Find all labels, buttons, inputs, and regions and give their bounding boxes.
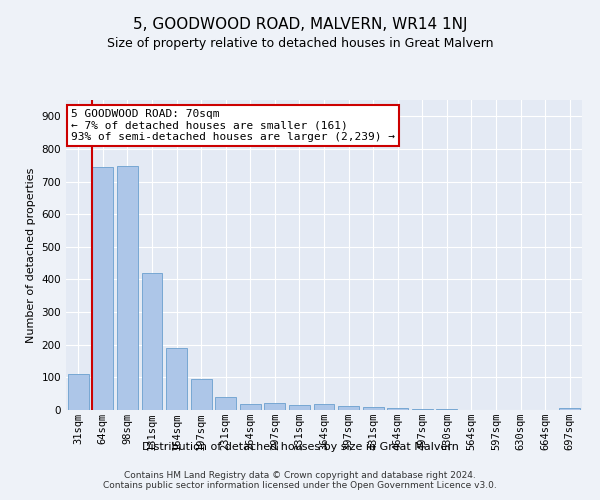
- Bar: [559, 408, 580, 410]
- Bar: [314, 404, 334, 410]
- Bar: [215, 397, 236, 410]
- Bar: [92, 167, 113, 410]
- Bar: [240, 404, 261, 410]
- Text: 5 GOODWOOD ROAD: 70sqm
← 7% of detached houses are smaller (161)
93% of semi-det: 5 GOODWOOD ROAD: 70sqm ← 7% of detached …: [71, 110, 395, 142]
- Bar: [117, 166, 138, 410]
- Bar: [68, 374, 89, 410]
- Y-axis label: Number of detached properties: Number of detached properties: [26, 168, 36, 342]
- Bar: [289, 405, 310, 410]
- Bar: [338, 406, 359, 410]
- Bar: [362, 408, 383, 410]
- Bar: [412, 409, 433, 410]
- Bar: [265, 404, 286, 410]
- Bar: [142, 273, 163, 410]
- Text: 5, GOODWOOD ROAD, MALVERN, WR14 1NJ: 5, GOODWOOD ROAD, MALVERN, WR14 1NJ: [133, 18, 467, 32]
- Text: Size of property relative to detached houses in Great Malvern: Size of property relative to detached ho…: [107, 38, 493, 51]
- Bar: [191, 379, 212, 410]
- Text: Contains HM Land Registry data © Crown copyright and database right 2024.
Contai: Contains HM Land Registry data © Crown c…: [103, 470, 497, 490]
- Bar: [166, 348, 187, 410]
- Bar: [387, 408, 408, 410]
- Text: Distribution of detached houses by size in Great Malvern: Distribution of detached houses by size …: [142, 442, 458, 452]
